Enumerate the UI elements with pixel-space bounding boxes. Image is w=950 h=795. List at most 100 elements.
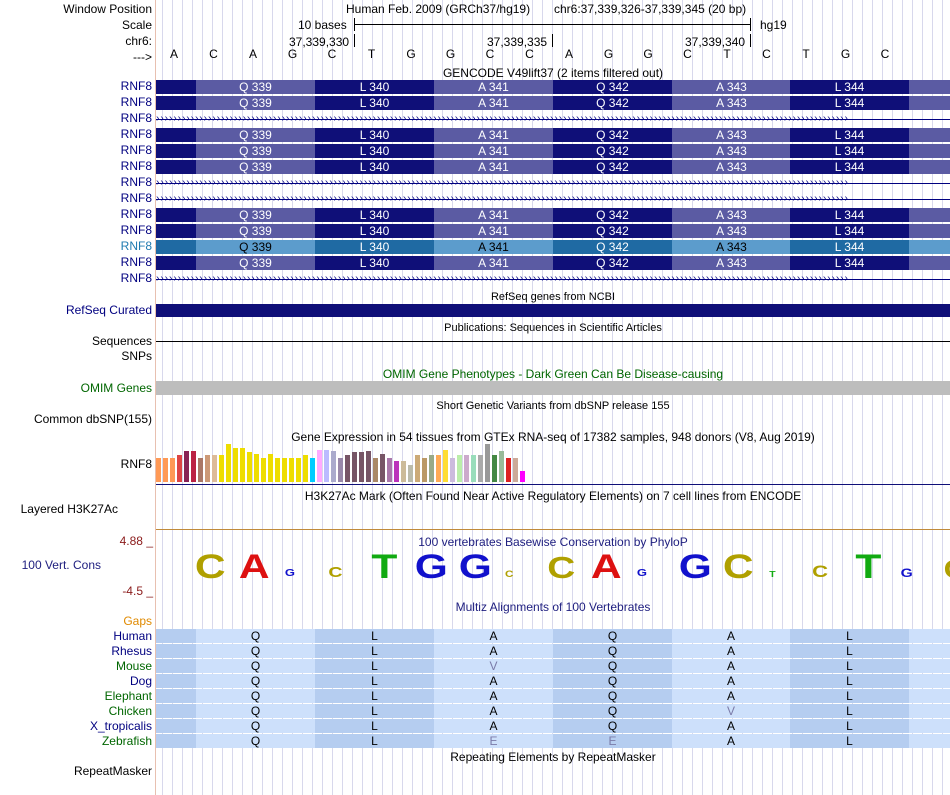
gencode-transcript-label[interactable]: RNF8 xyxy=(120,271,152,285)
gtex-tissue-bar[interactable] xyxy=(443,450,448,482)
gtex-tissue-bar[interactable] xyxy=(471,455,476,482)
gtex-tissue-bar[interactable] xyxy=(464,455,469,482)
gencode-coding-row[interactable]: Q 339 L 340 A 341 Q 342 A 343 L 344 xyxy=(156,80,950,94)
gtex-tissue-bar[interactable] xyxy=(401,461,406,482)
gtex-tissue-bar[interactable] xyxy=(303,455,308,482)
gtex-tissue-bar[interactable] xyxy=(394,461,399,482)
gtex-tissue-bar[interactable] xyxy=(177,455,182,482)
gtex-bar-chart[interactable] xyxy=(156,444,536,482)
gtex-tissue-bar[interactable] xyxy=(275,458,280,482)
gencode-transcript-label[interactable]: RNF8 xyxy=(120,95,152,109)
gencode-coding-row[interactable]: Q 339 L 340 A 341 Q 342 A 343 L 344 xyxy=(156,224,950,238)
gtex-tissue-bar[interactable] xyxy=(289,458,294,482)
gtex-tissue-bar[interactable] xyxy=(247,452,252,482)
gtex-tissue-bar[interactable] xyxy=(254,454,259,482)
gencode-intron-row[interactable]: ››››››››››››››››››››››››››››››››››››››››… xyxy=(156,192,950,206)
gtex-tissue-bar[interactable] xyxy=(212,455,217,482)
gtex-tissue-bar[interactable] xyxy=(345,455,350,482)
gtex-tissue-bar[interactable] xyxy=(191,451,196,482)
gtex-tissue-bar[interactable] xyxy=(156,458,161,482)
gtex-tissue-bar[interactable] xyxy=(268,454,273,482)
gencode-transcript-label[interactable]: RNF8 xyxy=(120,207,152,221)
dbsnp-label[interactable]: Common dbSNP(155) xyxy=(33,412,152,426)
gencode-transcript-label[interactable]: RNF8 xyxy=(120,127,152,141)
species-label[interactable]: X_tropicalis xyxy=(89,719,152,733)
gtex-tissue-bar[interactable] xyxy=(317,450,322,482)
gencode-coding-row[interactable]: Q 339 L 340 A 341 Q 342 A 343 L 344 xyxy=(156,208,950,222)
gtex-tissue-bar[interactable] xyxy=(240,448,245,482)
gtex-tissue-bar[interactable] xyxy=(450,458,455,482)
cons-label[interactable]: 100 Vert. Cons xyxy=(21,558,101,572)
gtex-tissue-bar[interactable] xyxy=(184,451,189,482)
track-data-area[interactable]: Human Feb. 2009 (GRCh37/hg19) chr6:37,33… xyxy=(156,0,950,795)
species-label[interactable]: Chicken xyxy=(108,704,152,718)
gencode-transcript-label[interactable]: RNF8 xyxy=(120,255,152,269)
gtex-tissue-bar[interactable] xyxy=(373,458,378,482)
gtex-tissue-bar[interactable] xyxy=(331,451,336,482)
species-label[interactable]: Mouse xyxy=(115,659,152,673)
species-label[interactable]: Human xyxy=(113,629,152,643)
gtex-tissue-bar[interactable] xyxy=(219,455,224,482)
gtex-tissue-bar[interactable] xyxy=(387,458,392,482)
gtex-tissue-bar[interactable] xyxy=(422,458,427,482)
gtex-tissue-bar[interactable] xyxy=(233,448,238,482)
gtex-tissue-bar[interactable] xyxy=(478,455,483,482)
gtex-tissue-bar[interactable] xyxy=(205,455,210,482)
gencode-coding-row[interactable]: Q 339 L 340 A 341 Q 342 A 343 L 344 xyxy=(156,160,950,174)
gencode-intron-row[interactable]: ››››››››››››››››››››››››››››››››››››››››… xyxy=(156,176,950,190)
gencode-coding-row[interactable]: Q 339 L 340 A 341 Q 342 A 343 L 344 xyxy=(156,240,950,254)
gencode-coding-row[interactable]: Q 339 L 340 A 341 Q 342 A 343 L 344 xyxy=(156,256,950,270)
gtex-tissue-bar[interactable] xyxy=(359,452,364,482)
gtex-tissue-bar[interactable] xyxy=(408,465,413,482)
gtex-tissue-bar[interactable] xyxy=(226,444,231,482)
repeatmasker-label[interactable]: RepeatMasker xyxy=(73,764,152,778)
gtex-tissue-bar[interactable] xyxy=(429,455,434,482)
gtex-tissue-bar[interactable] xyxy=(506,458,511,482)
gtex-tissue-bar[interactable] xyxy=(198,458,203,482)
refseq-label[interactable]: RefSeq Curated xyxy=(65,303,152,317)
species-label[interactable]: Zebrafish xyxy=(101,734,152,748)
gtex-tissue-bar[interactable] xyxy=(457,455,462,482)
gencode-transcript-label[interactable]: RNF8 xyxy=(120,143,152,157)
gencode-transcript-label[interactable]: RNF8 xyxy=(120,79,152,93)
gencode-intron-row[interactable]: ››››››››››››››››››››››››››››››››››››››››… xyxy=(156,112,950,126)
species-label[interactable]: Elephant xyxy=(104,689,152,703)
gencode-transcript-label[interactable]: RNF8 xyxy=(120,159,152,173)
snps-label[interactable]: SNPs xyxy=(121,349,152,363)
gtex-tissue-bar[interactable] xyxy=(296,458,301,482)
gencode-transcript-label[interactable]: RNF8 xyxy=(120,175,152,189)
omim-genes-label[interactable]: OMIM Genes xyxy=(80,381,152,395)
gtex-tissue-bar[interactable] xyxy=(499,451,504,482)
gtex-tissue-bar[interactable] xyxy=(352,452,357,482)
sequences-label[interactable]: Sequences xyxy=(91,334,152,348)
gtex-gene-label[interactable]: RNF8 xyxy=(120,457,152,471)
gtex-tissue-bar[interactable] xyxy=(380,454,385,482)
gencode-transcript-label[interactable]: RNF8 xyxy=(120,111,152,125)
gencode-coding-row[interactable]: Q 339 L 340 A 341 Q 342 A 343 L 344 xyxy=(156,128,950,142)
species-label[interactable]: Rhesus xyxy=(111,644,152,658)
gtex-tissue-bar[interactable] xyxy=(170,458,175,482)
gtex-tissue-bar[interactable] xyxy=(261,458,266,482)
gtex-tissue-bar[interactable] xyxy=(492,455,497,482)
omim-feature-bar[interactable] xyxy=(156,381,950,395)
gtex-tissue-bar[interactable] xyxy=(163,458,168,482)
gtex-tissue-bar[interactable] xyxy=(520,471,525,482)
gtex-tissue-bar[interactable] xyxy=(366,451,371,482)
gtex-tissue-bar[interactable] xyxy=(310,458,315,482)
gtex-tissue-bar[interactable] xyxy=(436,455,441,482)
h3k27ac-label[interactable]: Layered H3K27Ac xyxy=(20,502,118,516)
gencode-transcript-label[interactable]: RNF8 xyxy=(120,223,152,237)
gtex-tissue-bar[interactable] xyxy=(513,458,518,482)
gtex-tissue-bar[interactable] xyxy=(338,458,343,482)
gencode-transcript-label[interactable]: RNF8 xyxy=(120,191,152,205)
gtex-tissue-bar[interactable] xyxy=(415,455,420,482)
gencode-coding-row[interactable]: Q 339 L 340 A 341 Q 342 A 343 L 344 xyxy=(156,96,950,110)
